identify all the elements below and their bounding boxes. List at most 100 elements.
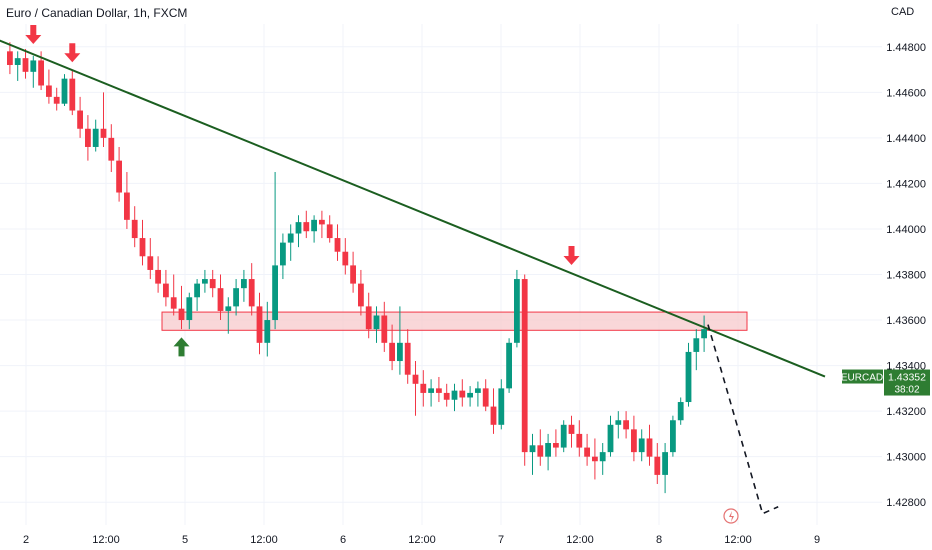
candle-body[interactable] (61, 78, 68, 104)
candle-body[interactable] (85, 128, 91, 147)
candle-body[interactable] (256, 306, 263, 343)
x-tick-label: 12:00 (408, 534, 436, 546)
candle-body[interactable] (303, 222, 310, 232)
candle-body[interactable] (560, 424, 567, 448)
candle-body[interactable] (202, 279, 208, 284)
candle-body[interactable] (404, 342, 411, 375)
candle-body[interactable] (654, 456, 661, 475)
candle-body[interactable] (467, 392, 473, 398)
candle-body[interactable] (607, 424, 614, 453)
candle-body[interactable] (537, 445, 544, 457)
candle-body[interactable] (264, 320, 271, 343)
candle-body[interactable] (194, 283, 200, 298)
candle-body[interactable] (326, 224, 333, 239)
candle-body[interactable] (139, 238, 146, 257)
candle-body[interactable] (131, 219, 138, 239)
candle-body[interactable] (233, 288, 239, 307)
candle-body[interactable] (638, 438, 645, 453)
candle-body[interactable] (482, 388, 489, 407)
candle-body[interactable] (280, 242, 286, 266)
candle-body[interactable] (319, 219, 325, 225)
candle-body[interactable] (521, 279, 528, 453)
candle-body[interactable] (553, 443, 559, 448)
candle-body[interactable] (623, 420, 629, 430)
candle-body[interactable] (116, 160, 122, 193)
candle-body[interactable] (443, 392, 450, 400)
candle-body[interactable] (295, 222, 302, 234)
candle-body[interactable] (248, 279, 255, 307)
candle-body[interactable] (514, 279, 520, 343)
candle-body[interactable] (506, 342, 512, 389)
candle-body[interactable] (7, 51, 13, 65)
candle-body[interactable] (662, 452, 668, 475)
candle-body[interactable] (693, 338, 700, 352)
candle-body[interactable] (14, 58, 21, 65)
candle-body[interactable] (186, 297, 193, 321)
candle-body[interactable] (147, 256, 154, 270)
candle-body[interactable] (365, 306, 372, 330)
candle-body[interactable] (475, 388, 481, 393)
candle-body[interactable] (225, 306, 232, 311)
candle-body[interactable] (576, 433, 583, 448)
candle-body[interactable] (646, 438, 653, 457)
candle-body[interactable] (209, 279, 216, 289)
candle-body[interactable] (685, 351, 692, 403)
candle-body[interactable] (677, 402, 684, 421)
candle-body[interactable] (592, 456, 598, 462)
candle-body[interactable] (498, 388, 505, 425)
lightning-icon[interactable] (723, 508, 739, 524)
down-arrow-marker (64, 43, 81, 63)
candle-body[interactable] (420, 383, 427, 393)
trendline[interactable] (0, 39, 826, 378)
candle-body[interactable] (529, 445, 536, 453)
candle-body[interactable] (451, 390, 458, 400)
candle-body[interactable] (670, 420, 676, 453)
candle-body[interactable] (287, 233, 294, 243)
candle-body[interactable] (22, 58, 29, 72)
candle-body[interactable] (381, 315, 388, 343)
candle-body[interactable] (311, 219, 317, 232)
candle-body[interactable] (490, 406, 497, 425)
candle-body[interactable] (428, 388, 434, 393)
candle-body[interactable] (584, 447, 590, 457)
candle-body[interactable] (412, 374, 419, 384)
candle-body[interactable] (342, 251, 349, 266)
y-tick-label: 1.44200 (886, 178, 926, 190)
candle-body[interactable] (615, 420, 622, 425)
candle-body[interactable] (599, 452, 606, 462)
candle-body[interactable] (178, 308, 185, 321)
candle-body[interactable] (272, 265, 278, 321)
candle-body[interactable] (389, 342, 395, 362)
candle-body[interactable] (350, 265, 356, 284)
candle-body[interactable] (69, 78, 76, 111)
candle-body[interactable] (701, 329, 707, 339)
candle-body[interactable] (92, 128, 99, 147)
candle-body[interactable] (358, 283, 364, 307)
candle-body[interactable] (373, 315, 380, 330)
candle-body[interactable] (631, 429, 637, 453)
support-zone[interactable] (161, 311, 748, 331)
candle-body[interactable] (155, 269, 161, 284)
candle-body[interactable] (436, 388, 442, 393)
candle-body[interactable] (100, 128, 107, 138)
candle-body[interactable] (124, 192, 130, 220)
candle-body[interactable] (38, 60, 44, 86)
candle-body[interactable] (108, 137, 115, 161)
candle-body[interactable] (568, 424, 575, 434)
candle-body[interactable] (397, 342, 403, 362)
x-tick-label: 9 (814, 534, 820, 546)
candle-body[interactable] (77, 110, 83, 129)
candle-body[interactable] (170, 297, 177, 309)
candle-body[interactable] (46, 85, 52, 97)
candle-body[interactable] (459, 390, 466, 398)
candle-body[interactable] (545, 443, 551, 457)
candle-body[interactable] (217, 288, 224, 311)
candle-body[interactable] (30, 60, 37, 72)
candle-body[interactable] (53, 96, 60, 104)
candle-body[interactable] (241, 279, 247, 289)
candle-body[interactable] (334, 238, 341, 252)
candle-body[interactable] (163, 283, 169, 298)
down-arrow-marker (25, 25, 42, 45)
